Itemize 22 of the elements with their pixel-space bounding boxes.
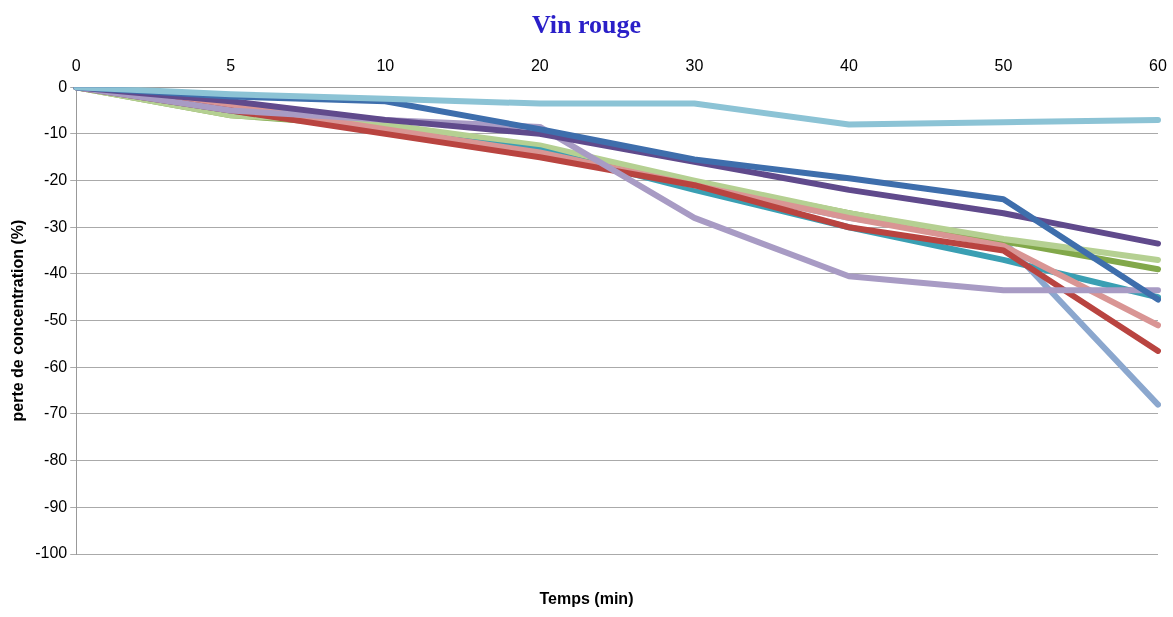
y-tick-label: -80 bbox=[44, 451, 68, 469]
y-tick-label: -60 bbox=[44, 357, 68, 375]
y-tick-label: -40 bbox=[44, 264, 68, 282]
x-tick-label: 0 bbox=[71, 57, 81, 75]
x-tick-label: 5 bbox=[226, 57, 236, 75]
y-tick-label: -50 bbox=[44, 311, 68, 329]
y-tick-label: -70 bbox=[44, 404, 68, 422]
x-tick-label: 50 bbox=[994, 57, 1013, 75]
y-tick-label: -20 bbox=[44, 170, 68, 188]
x-tick-label: 60 bbox=[1149, 57, 1167, 75]
x-tick-label: 20 bbox=[530, 57, 549, 75]
x-tick-label: 30 bbox=[685, 57, 704, 75]
y-tick-label: 0 bbox=[58, 77, 68, 95]
y-tick-label: -90 bbox=[44, 497, 68, 515]
x-tick-label: 40 bbox=[840, 57, 858, 75]
y-tick-label: -30 bbox=[44, 217, 68, 235]
y-tick-label: -100 bbox=[35, 544, 68, 562]
x-tick-label: 10 bbox=[376, 57, 395, 75]
x-axis-title: Temps (min) bbox=[538, 590, 635, 608]
y-axis-title: perte de concentration (%) bbox=[9, 219, 27, 422]
y-tick-label: -10 bbox=[44, 124, 68, 142]
chart-title: Vin rouge bbox=[530, 9, 643, 41]
